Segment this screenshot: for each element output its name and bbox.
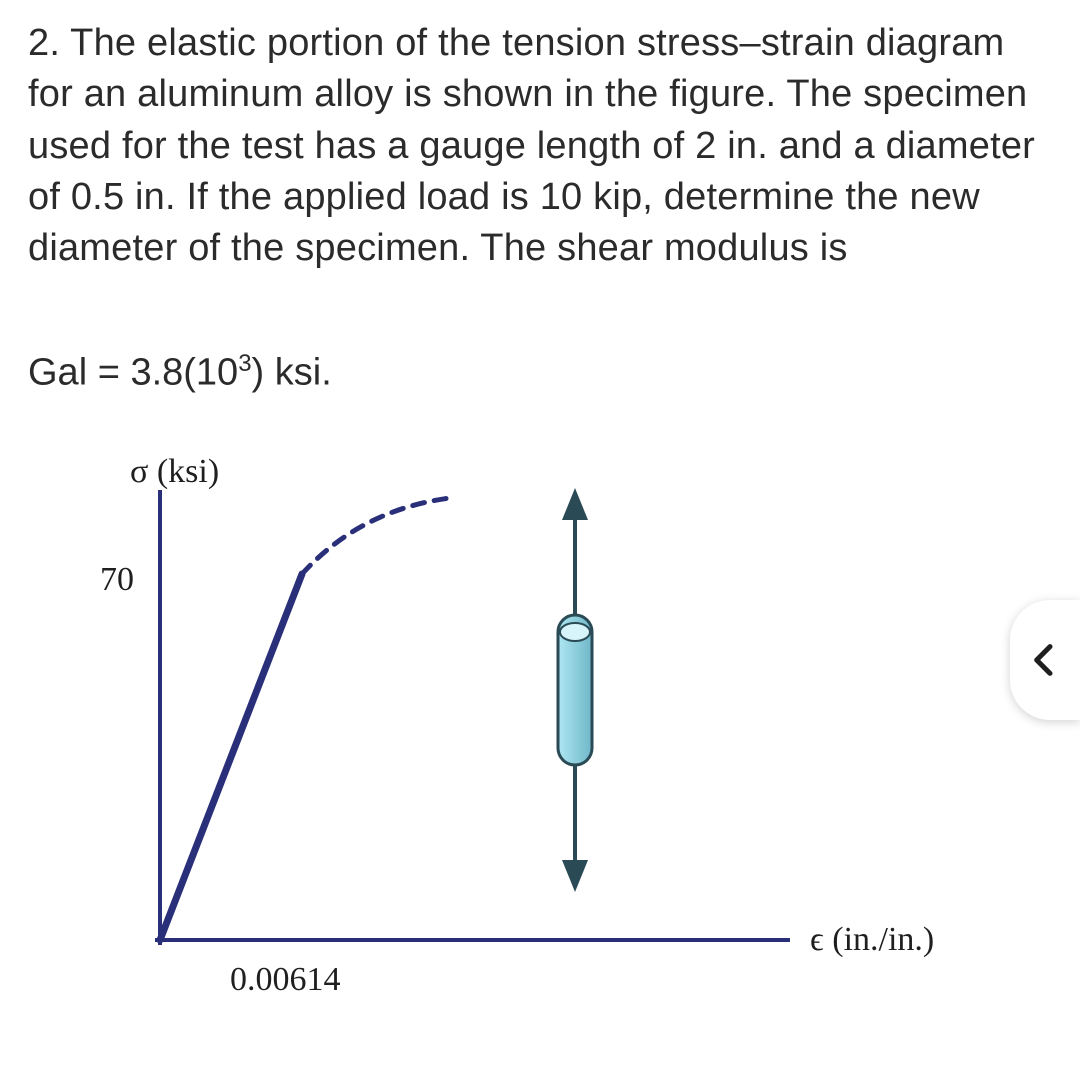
specimen-diagram	[558, 488, 592, 892]
tension-arrow-down-head	[562, 860, 588, 892]
prev-button[interactable]	[1010, 600, 1080, 720]
elastic-line	[160, 574, 302, 940]
stress-strain-figure: σ (ksi) 70 0.00614 ϵ (in./in.)	[70, 450, 1030, 1030]
problem-number: 2.	[28, 22, 60, 64]
x-tick-value: 0.00614	[230, 961, 341, 998]
plastic-dashed-curve	[302, 498, 450, 574]
problem-statement: 2. The elastic portion of the tension st…	[28, 18, 1038, 274]
problem-body: The elastic portion of the tension stres…	[28, 22, 1035, 269]
page: 2. The elastic portion of the tension st…	[0, 0, 1080, 1079]
shear-modulus-line: Gal = 3.8(103) ksi.	[28, 350, 332, 395]
chevron-left-icon	[1025, 640, 1065, 680]
tension-arrow-up-head	[562, 488, 588, 520]
modulus-prefix: Gal = 3.8(10	[28, 352, 238, 394]
modulus-exponent: 3	[238, 350, 251, 377]
figure-svg: σ (ksi) 70 0.00614 ϵ (in./in.)	[70, 450, 1030, 1030]
specimen-top-cap	[560, 623, 590, 641]
x-axis-label: ϵ (in./in.)	[810, 921, 934, 958]
y-tick-70: 70	[100, 561, 134, 598]
y-axis-label: σ (ksi)	[130, 453, 219, 490]
modulus-suffix: ) ksi.	[252, 352, 332, 394]
